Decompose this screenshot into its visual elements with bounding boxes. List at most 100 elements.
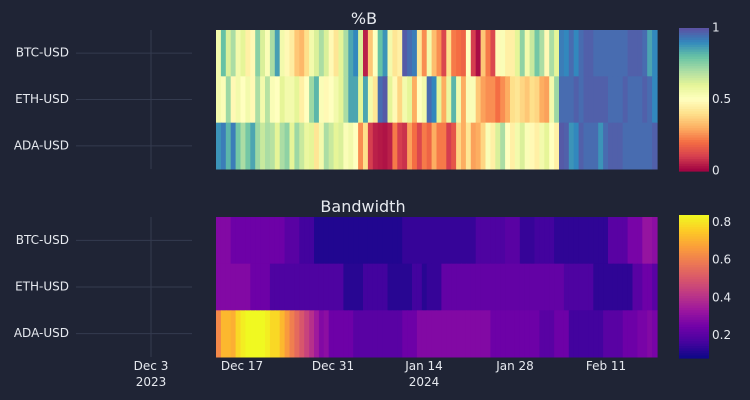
- heatmap-cell: [539, 122, 545, 170]
- heatmap-cell: [289, 263, 295, 311]
- heatmap-cell: [416, 122, 423, 170]
- heatmap-cell: [549, 263, 555, 311]
- colorbar-segment: [679, 168, 709, 172]
- heatmap-cell: [593, 217, 599, 265]
- heatmap-cell: [318, 310, 325, 358]
- heatmap-cell: [603, 310, 609, 358]
- heatmap-cell: [216, 263, 222, 311]
- heatmap-cell: [446, 310, 452, 358]
- heatmap-cell: [441, 30, 447, 77]
- heatmap-cell: [549, 76, 555, 124]
- heatmap-cell: [514, 263, 521, 311]
- colorbar-segment: [679, 217, 709, 221]
- colorbar-segment: [679, 329, 709, 333]
- heatmap-cell: [510, 217, 516, 265]
- colorbar-segment: [679, 279, 709, 283]
- heatmap-cell: [578, 310, 585, 358]
- colorbar-segment: [679, 317, 709, 321]
- heatmap-cell: [402, 30, 408, 77]
- colorbar-segment: [679, 137, 709, 141]
- heatmap-cell: [534, 76, 540, 124]
- heatmap-cell: [529, 76, 536, 124]
- heatmap-cell: [397, 263, 403, 311]
- heatmap-cell: [539, 76, 545, 124]
- heatmap-cell: [216, 76, 222, 124]
- heatmap-cell: [436, 217, 442, 265]
- heatmap-cell: [240, 263, 246, 311]
- heatmap-cell: [431, 30, 438, 77]
- heatmap-cell: [568, 310, 575, 358]
- heatmap-cell: [348, 76, 354, 124]
- heatmap-cell: [397, 76, 403, 124]
- heatmap-cell: [333, 76, 340, 124]
- heatmap-cell: [363, 122, 369, 170]
- heatmap-cell: [627, 122, 634, 170]
- heatmap-cell: [392, 76, 398, 124]
- heatmap-cell: [245, 30, 251, 77]
- heatmap-cell: [598, 217, 604, 265]
- heatmap-cell: [559, 263, 565, 311]
- heatmap-cell: [412, 76, 418, 124]
- heatmap-cell: [573, 217, 580, 265]
- heatmap-cell: [343, 30, 349, 77]
- heatmap-cell: [314, 263, 320, 311]
- heatmap-cell: [514, 217, 521, 265]
- colorbar-segment: [679, 298, 709, 302]
- heatmap-cell: [382, 76, 389, 124]
- heatmap-cell: [622, 30, 629, 77]
- heatmap-cell: [568, 76, 575, 124]
- heatmap-cell: [480, 263, 487, 311]
- colorbar-segment: [679, 253, 709, 257]
- heatmap-cell: [490, 76, 496, 124]
- heatmap-cell: [505, 30, 511, 77]
- heatmap-cell: [593, 263, 599, 311]
- bandwidth-heatmap: BTC-USD ETH-USD ADA-USD: [14, 217, 658, 358]
- heatmap-cell: [573, 263, 580, 311]
- heatmap-cell: [529, 263, 536, 311]
- colorbar-segment: [679, 125, 709, 129]
- heatmap-cell: [544, 310, 550, 358]
- heatmap-cell: [338, 122, 344, 170]
- heatmap-cell: [514, 122, 521, 170]
- heatmap-cell: [495, 30, 501, 77]
- heatmap-cell: [461, 217, 467, 265]
- colorbar-segment: [679, 166, 709, 170]
- heatmap-cell: [255, 76, 261, 124]
- colorbar-segment: [679, 163, 709, 167]
- heatmap-cell: [598, 263, 604, 311]
- heatmap-cell: [465, 263, 472, 311]
- heatmap-cell: [363, 217, 369, 265]
- heatmap-cell: [608, 310, 614, 358]
- heatmap-cell: [637, 217, 643, 265]
- heatmap-cell: [265, 217, 271, 265]
- heatmap-cell: [647, 310, 653, 358]
- heatmap-cell: [470, 76, 477, 124]
- colorbar-segment: [679, 300, 709, 304]
- heatmap-cell: [367, 263, 374, 311]
- heatmap-cell: [392, 310, 398, 358]
- heatmap-cell: [446, 30, 452, 77]
- heatmap-cell: [480, 30, 487, 77]
- heatmap-cell: [529, 310, 536, 358]
- heatmap-cell: [578, 122, 585, 170]
- heatmap-cell: [260, 263, 266, 311]
- heatmap-cell: [363, 30, 369, 77]
- heatmap-cell: [304, 217, 310, 265]
- heatmap-cell: [465, 217, 472, 265]
- heatmap-cell: [304, 76, 310, 124]
- heatmap-cell: [235, 217, 242, 265]
- heatmap-cell: [622, 217, 629, 265]
- heatmap-cell: [524, 122, 531, 170]
- heatmap-cell: [588, 76, 594, 124]
- heatmap-cell: [485, 122, 491, 170]
- heatmap-cell: [353, 30, 359, 77]
- heatmap-cell: [485, 76, 491, 124]
- heatmap-cell: [265, 122, 271, 170]
- heatmap-cell: [490, 122, 496, 170]
- heatmap-cell: [451, 263, 457, 311]
- heatmap-cell: [382, 122, 389, 170]
- row-label: ADA-USD: [14, 138, 69, 152]
- heatmap-cell: [235, 122, 242, 170]
- colorbar-segment: [679, 322, 709, 326]
